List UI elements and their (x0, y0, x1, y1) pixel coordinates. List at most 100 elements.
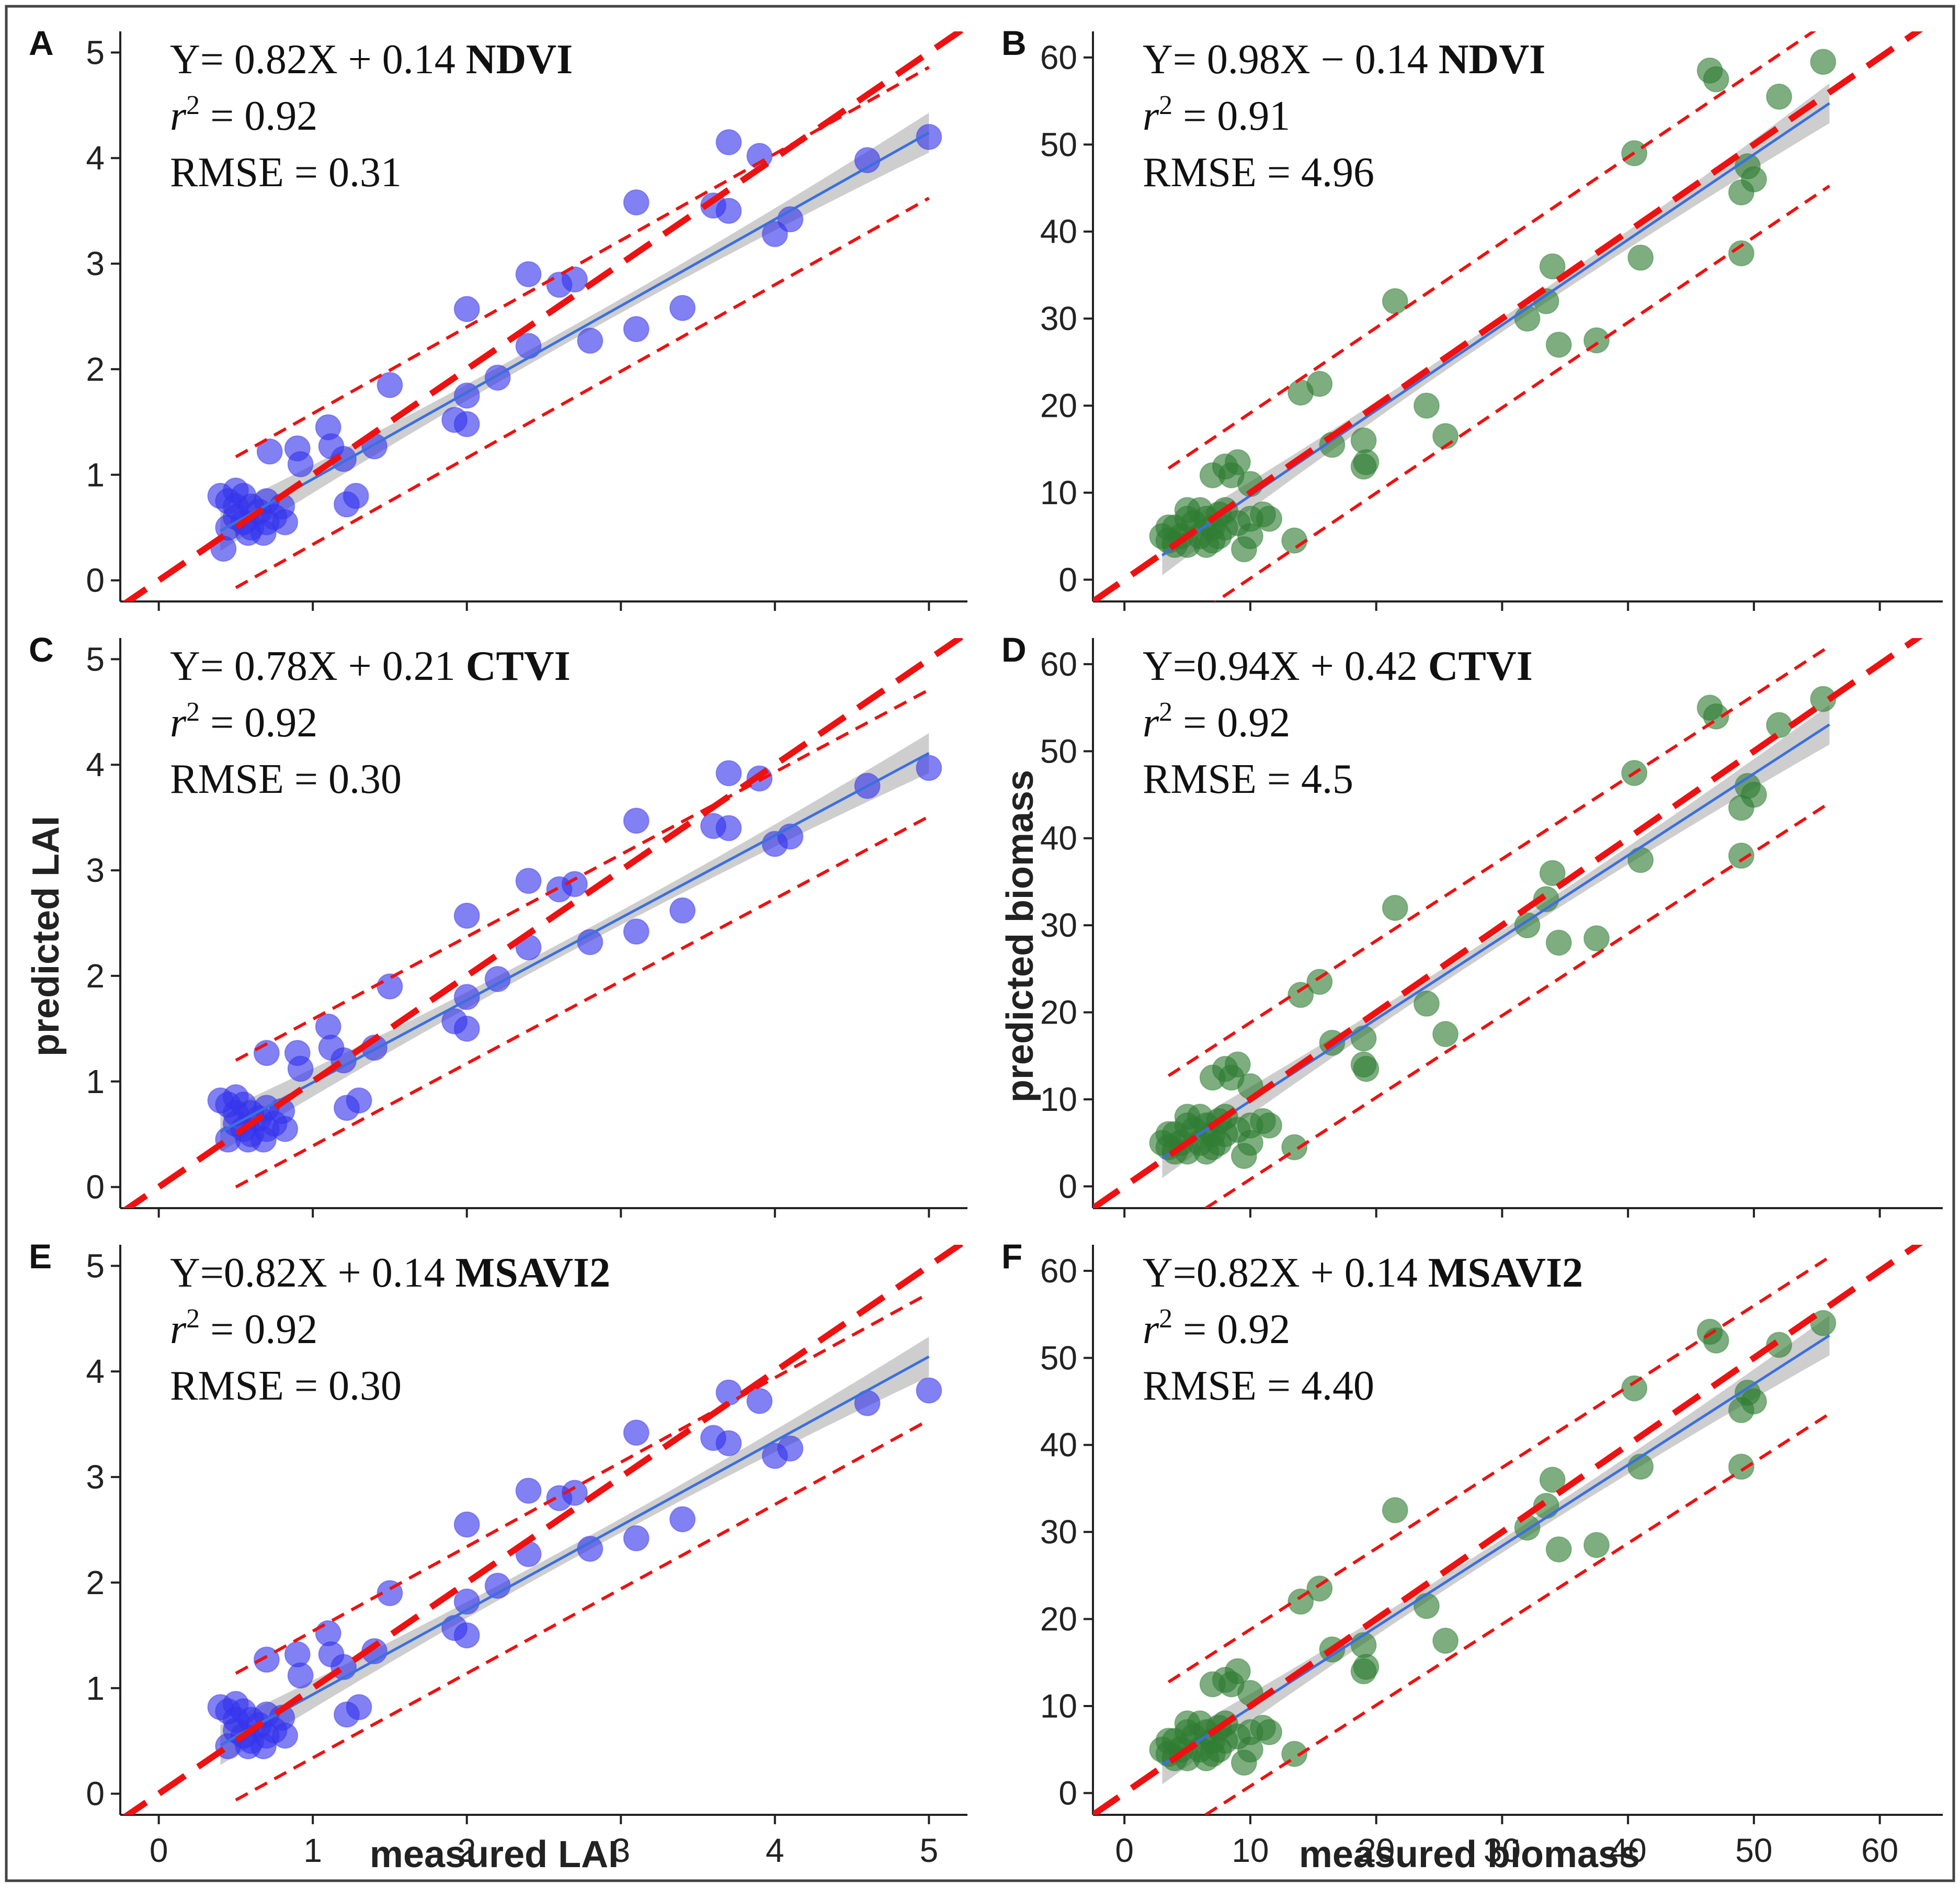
data-point (1810, 686, 1837, 712)
data-point (1766, 1332, 1793, 1358)
data-point (250, 519, 277, 546)
r2-symbol: r (1143, 700, 1159, 746)
data-point (1224, 1051, 1251, 1078)
y-tick-label: 0 (1058, 561, 1077, 598)
data-point (1224, 1658, 1251, 1685)
data-point (1224, 449, 1251, 475)
panel-letter: A (29, 24, 54, 62)
data-point (1728, 843, 1754, 869)
data-point (287, 1662, 314, 1689)
r2-text: r2 = 0.92 (1143, 697, 1290, 746)
data-point (746, 1388, 773, 1414)
x-axis-title-biomass: measured biomass (1299, 1834, 1640, 1875)
data-point (1353, 1654, 1380, 1680)
data-point (1514, 912, 1541, 939)
data-point (272, 509, 299, 536)
equation-main: Y= 0.98X − 0.14 (1143, 37, 1439, 83)
r2-value: = 0.92 (1172, 700, 1290, 746)
y-tick-label: 2 (86, 957, 105, 995)
data-point (1703, 66, 1729, 93)
y-tick-label: 0 (1058, 1774, 1077, 1812)
data-point (1413, 1593, 1440, 1619)
prediction-interval-upper (235, 66, 930, 459)
data-point (577, 1536, 603, 1562)
equation-index: MSAVI2 (1428, 1250, 1583, 1296)
r2-value: = 0.92 (1172, 1306, 1290, 1352)
x-tick-label: 0 (1115, 1832, 1134, 1869)
data-point (1766, 83, 1793, 110)
y-tick-label: 50 (1040, 126, 1077, 163)
x-tick-label: 30 (1484, 1832, 1521, 1869)
y-tick-label: 0 (1058, 1167, 1077, 1205)
data-point (623, 808, 649, 834)
data-point (453, 1511, 480, 1538)
data-point (222, 1707, 249, 1733)
rmse-text: RMSE = 0.30 (170, 1363, 402, 1409)
y-tick-label: 40 (1040, 820, 1077, 857)
one-to-one-line (1093, 31, 1923, 601)
data-point (1287, 982, 1314, 1008)
y-tick-label: 10 (1040, 1687, 1077, 1725)
data-point (1539, 860, 1566, 886)
data-point (1353, 1055, 1380, 1082)
data-point (1382, 894, 1408, 921)
x-tick-label: 10 (1232, 1832, 1269, 1869)
y-tick-label: 20 (1040, 1600, 1077, 1638)
y-axis-title-biomass: predicted biomass (999, 770, 1041, 1102)
y-tick-label: 60 (1040, 1252, 1077, 1290)
plot-area (122, 1245, 965, 1815)
one-to-one-line (122, 638, 965, 1208)
data-point (515, 1477, 542, 1504)
y-tick-label: 0 (86, 562, 105, 599)
data-point (1281, 527, 1308, 554)
data-point (561, 266, 588, 293)
y-tick-label: 5 (86, 640, 105, 678)
data-point (287, 451, 314, 478)
equation-main: Y=0.82X + 0.14 (170, 1250, 455, 1296)
r2-text: r2 = 0.92 (1143, 1304, 1290, 1352)
data-point (484, 965, 511, 992)
r2-symbol: r (1143, 93, 1159, 139)
r2-superscript: 2 (1159, 90, 1172, 120)
y-tick-label: 0 (86, 1775, 105, 1813)
data-point (1382, 1497, 1408, 1524)
data-point (1545, 929, 1572, 956)
data-point (377, 372, 403, 399)
panel-b: 0 10 20 30 40 50 60 B Y= 0.98X − 0.14 NDVI r2 = 0… (1001, 24, 1943, 611)
data-point (1539, 253, 1566, 280)
plot-area (122, 638, 965, 1208)
data-point (1583, 925, 1610, 952)
y-tick-label: 3 (86, 1458, 105, 1496)
regression-line (220, 131, 930, 532)
plot-area (1093, 638, 1923, 1208)
regression-line (220, 752, 930, 1133)
data-point (1350, 427, 1377, 454)
rmse-text: RMSE = 4.5 (1143, 756, 1353, 802)
prediction-interval-lower (235, 197, 930, 589)
equation-text: Y= 0.98X − 0.14 NDVI (1143, 37, 1545, 83)
x-tick-label: 20 (1358, 1832, 1395, 1869)
data-point (346, 1087, 372, 1114)
r2-value: = 0.92 (200, 93, 317, 139)
data-point (561, 871, 588, 897)
data-point (623, 316, 649, 343)
r2-value: = 0.92 (200, 700, 317, 746)
r2-text: r2 = 0.92 (170, 90, 317, 139)
data-point (715, 760, 742, 787)
data-point (1306, 969, 1333, 995)
data-point (715, 198, 742, 224)
equation-text: Y=0.82X + 0.14 MSAVI2 (170, 1250, 610, 1296)
r2-superscript: 2 (186, 697, 200, 727)
data-point (1583, 1532, 1610, 1559)
y-tick-label: 4 (86, 746, 105, 783)
x-tick-label: 5 (920, 1832, 939, 1869)
y-tick-label: 50 (1040, 732, 1077, 770)
panel-letter: F (1001, 1237, 1022, 1276)
panel-letter: C (29, 630, 54, 669)
y-tick-label: 30 (1040, 300, 1077, 337)
data-point (916, 755, 942, 781)
data-point (1545, 332, 1572, 358)
panel-d: 0 10 20 30 40 50 60 D Y=0.94X + 0.42 CTVI r2 = 0.… (1001, 630, 1943, 1218)
